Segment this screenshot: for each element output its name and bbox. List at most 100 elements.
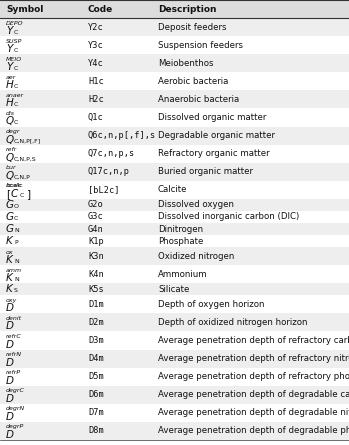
Bar bbox=[0, 18, 349, 36]
Text: [: [ bbox=[6, 189, 10, 199]
Text: Average penetration depth of degradable phosphorus: Average penetration depth of degradable … bbox=[158, 426, 349, 436]
Text: Calcite: Calcite bbox=[158, 185, 187, 194]
Text: C,N,P,S: C,N,P,S bbox=[14, 157, 37, 162]
Text: C: C bbox=[14, 48, 18, 53]
Text: D: D bbox=[6, 303, 14, 313]
Text: Dinitrogen: Dinitrogen bbox=[158, 224, 203, 234]
Text: K: K bbox=[6, 273, 13, 283]
Text: Buried organic matter: Buried organic matter bbox=[158, 167, 253, 176]
Text: SUSP: SUSP bbox=[6, 39, 22, 44]
Text: C: C bbox=[14, 84, 18, 89]
Text: H: H bbox=[6, 98, 14, 109]
Text: Phosphate: Phosphate bbox=[158, 237, 203, 246]
Text: Y: Y bbox=[6, 44, 12, 54]
Text: degrP: degrP bbox=[6, 425, 24, 429]
Text: ox: ox bbox=[6, 250, 14, 255]
Text: D: D bbox=[6, 321, 14, 332]
Text: C: C bbox=[14, 102, 18, 107]
Text: degrC: degrC bbox=[6, 388, 25, 393]
Text: Aerobic bacteria: Aerobic bacteria bbox=[158, 77, 228, 86]
Text: Anaerobic bacteria: Anaerobic bacteria bbox=[158, 95, 239, 104]
Text: N: N bbox=[14, 277, 19, 282]
Bar bbox=[0, 386, 349, 404]
Text: ]: ] bbox=[27, 189, 31, 199]
Bar bbox=[0, 163, 349, 181]
Text: refr: refr bbox=[6, 147, 17, 152]
Bar bbox=[0, 223, 349, 235]
Text: K1p: K1p bbox=[88, 237, 104, 246]
Bar bbox=[0, 90, 349, 109]
Text: refrC: refrC bbox=[6, 334, 22, 339]
Text: Meiobenthos: Meiobenthos bbox=[158, 59, 214, 68]
Text: Dissolved organic matter: Dissolved organic matter bbox=[158, 113, 266, 122]
Text: Depth of oxygen horizon: Depth of oxygen horizon bbox=[158, 300, 265, 309]
Text: Q: Q bbox=[6, 153, 14, 162]
Bar bbox=[0, 126, 349, 145]
Text: [bL2c]: [bL2c] bbox=[88, 185, 119, 194]
Text: D: D bbox=[6, 430, 14, 440]
Text: S: S bbox=[14, 288, 18, 293]
Text: C,N,P: C,N,P bbox=[14, 175, 31, 180]
Text: K4n: K4n bbox=[88, 270, 104, 279]
Text: Depth of oxidized nitrogen horizon: Depth of oxidized nitrogen horizon bbox=[158, 318, 307, 327]
Text: D2m: D2m bbox=[88, 318, 104, 327]
Text: Oxidized nitrogen: Oxidized nitrogen bbox=[158, 251, 235, 261]
Text: K5s: K5s bbox=[88, 285, 104, 294]
Text: Average penetration depth of refractory carbon: Average penetration depth of refractory … bbox=[158, 336, 349, 345]
Text: D: D bbox=[6, 358, 14, 368]
Text: D4m: D4m bbox=[88, 354, 104, 363]
Text: C: C bbox=[14, 216, 18, 221]
Text: Silicate: Silicate bbox=[158, 285, 190, 294]
Text: P: P bbox=[14, 240, 18, 245]
Text: G4n: G4n bbox=[88, 224, 104, 234]
Text: denit: denit bbox=[6, 316, 22, 321]
Text: D5m: D5m bbox=[88, 372, 104, 381]
Text: Q: Q bbox=[6, 171, 14, 181]
Text: Average penetration depth of degradable carbon: Average penetration depth of degradable … bbox=[158, 390, 349, 399]
Text: D1m: D1m bbox=[88, 300, 104, 309]
Text: C: C bbox=[20, 193, 24, 198]
Text: D: D bbox=[6, 412, 14, 422]
Text: K: K bbox=[6, 236, 13, 246]
Text: G2o: G2o bbox=[88, 200, 104, 210]
Text: H1c: H1c bbox=[88, 77, 104, 86]
Text: Suspension feeders: Suspension feeders bbox=[158, 40, 243, 50]
Text: K: K bbox=[6, 255, 13, 265]
Text: D6m: D6m bbox=[88, 390, 104, 399]
Text: amm: amm bbox=[6, 268, 22, 273]
Text: Description: Description bbox=[158, 4, 216, 13]
Text: Q7c,n,p,s: Q7c,n,p,s bbox=[88, 149, 135, 158]
Text: degr: degr bbox=[6, 129, 21, 134]
Text: Q: Q bbox=[6, 134, 14, 145]
Text: C: C bbox=[14, 66, 18, 71]
Text: Q: Q bbox=[6, 117, 14, 126]
Bar bbox=[0, 350, 349, 368]
Text: Deposit feeders: Deposit feeders bbox=[158, 23, 227, 32]
Text: D3m: D3m bbox=[88, 336, 104, 345]
Bar bbox=[0, 283, 349, 295]
Text: K3n: K3n bbox=[88, 251, 104, 261]
Text: C: C bbox=[14, 30, 18, 35]
Text: Q6c,n,p[,f],s: Q6c,n,p[,f],s bbox=[88, 131, 156, 140]
Text: Average penetration depth of degradable nitrogen: Average penetration depth of degradable … bbox=[158, 409, 349, 417]
Bar bbox=[0, 247, 349, 265]
Text: Average penetration depth of refractory phosphorus: Average penetration depth of refractory … bbox=[158, 372, 349, 381]
Text: Y3c: Y3c bbox=[88, 40, 104, 50]
Text: bcalc: bcalc bbox=[6, 183, 22, 188]
Text: MEIO: MEIO bbox=[6, 57, 22, 62]
Text: refrN: refrN bbox=[6, 352, 22, 357]
Text: H: H bbox=[6, 80, 14, 90]
Text: N: N bbox=[14, 228, 19, 233]
Text: G: G bbox=[6, 212, 14, 222]
Text: Y: Y bbox=[6, 26, 12, 36]
Text: DEPO: DEPO bbox=[6, 20, 23, 25]
Text: Symbol: Symbol bbox=[6, 4, 43, 13]
Text: G3c: G3c bbox=[88, 212, 104, 222]
Text: dis: dis bbox=[6, 111, 15, 116]
Text: H2c: H2c bbox=[88, 95, 104, 104]
Text: refrP: refrP bbox=[6, 370, 21, 375]
Text: anaer: anaer bbox=[6, 93, 24, 98]
Text: C,N,P[,F]: C,N,P[,F] bbox=[14, 138, 41, 144]
Text: oxy: oxy bbox=[6, 298, 17, 303]
Text: D: D bbox=[6, 376, 14, 386]
